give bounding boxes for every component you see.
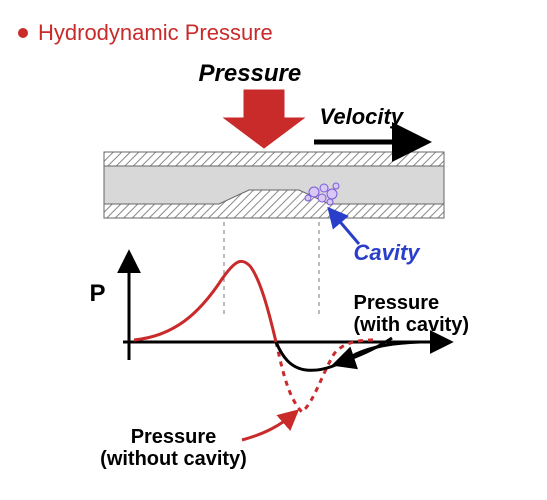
pwo-l1: Pressure (84, 426, 264, 448)
pwc-l2: (with cavity) (354, 314, 470, 336)
cavity-label: Cavity (354, 240, 420, 266)
figure: Pressure Velocity Cavity P Pressure (wit… (24, 54, 524, 484)
figure-svg (24, 54, 524, 484)
pwc-l1: Pressure (354, 292, 470, 314)
pwo-l2: (without cavity) (84, 448, 264, 470)
title-row: Hydrodynamic Pressure (18, 20, 529, 46)
pressure-with-cavity-label: Pressure (with cavity) (354, 292, 470, 336)
pressure-without-cavity-label: Pressure (without cavity) (84, 426, 264, 470)
bullet-icon (18, 28, 28, 38)
pressure-top-label: Pressure (199, 60, 302, 88)
velocity-label: Velocity (320, 104, 404, 130)
page-title: Hydrodynamic Pressure (38, 20, 273, 46)
p-axis-label: P (90, 280, 106, 308)
